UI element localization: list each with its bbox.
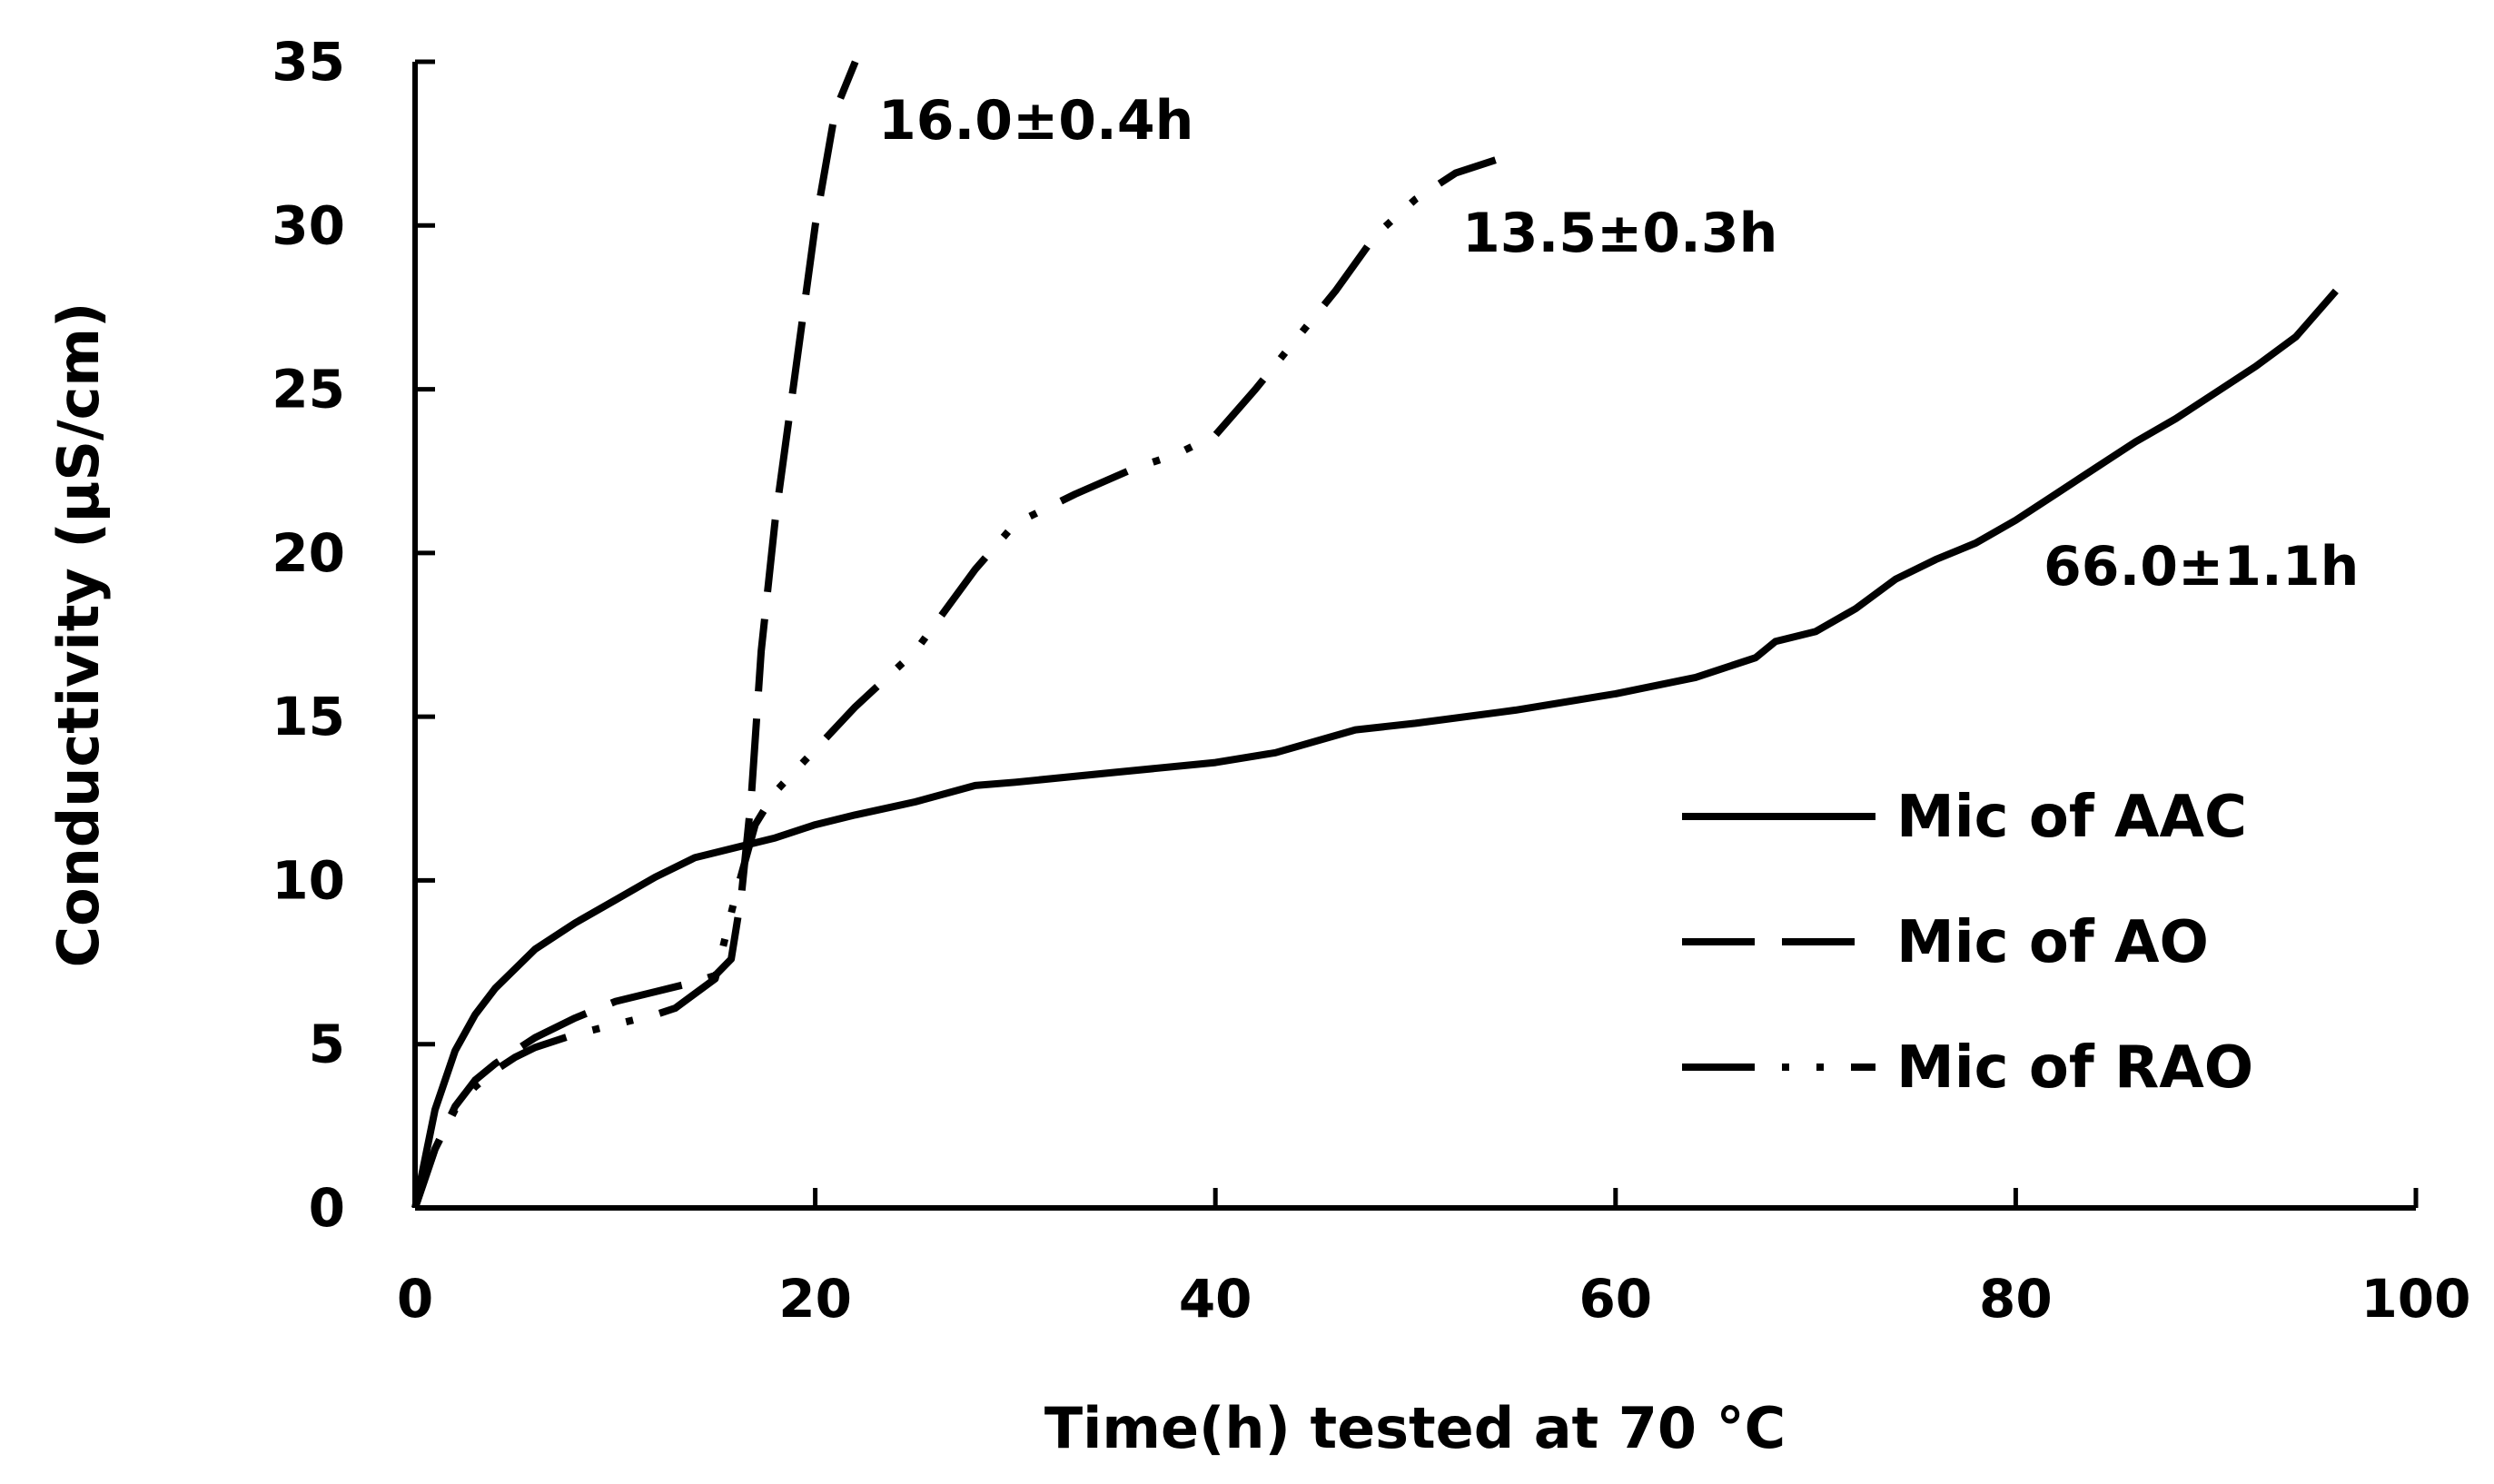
y-tick-label: 25	[272, 359, 345, 420]
series-line-aac	[411, 288, 2339, 1209]
annotation-aac-failure-time: 66.0±1.1h	[2044, 535, 2359, 599]
y-tick-label: 30	[272, 194, 345, 256]
x-tick-label: 40	[1179, 1268, 1252, 1330]
annotation-rao-failure-time: 13.5±0.3h	[1462, 202, 1777, 265]
y-tick-label: 35	[272, 31, 345, 93]
x-tick-label: 0	[397, 1268, 433, 1330]
legend-label-rao: Mic of RAO	[1896, 1034, 2253, 1102]
legend: Mic of AAC Mic of AO Mic of RAO	[1682, 784, 2253, 1102]
y-tick-label: 15	[272, 686, 345, 747]
x-tick-label: 60	[1579, 1268, 1652, 1330]
y-tick-label: 20	[272, 522, 345, 584]
tick-layer: 0 20 40 60 80 100 0 5 10 15 20 25 30 35	[272, 31, 2470, 1330]
y-tick-label: 10	[272, 849, 345, 911]
y-tick-label: 5	[309, 1014, 345, 1075]
x-tick-label: 20	[778, 1268, 852, 1330]
annotation-ao-failure-time: 16.0±0.4h	[878, 89, 1193, 153]
x-tick-label: 80	[1979, 1268, 2053, 1330]
series-line-ao	[411, 60, 859, 1210]
y-tick-label: 0	[309, 1177, 345, 1239]
legend-label-ao: Mic of AO	[1896, 909, 2209, 976]
x-axis-title: Time(h) tested at 70 °C	[1044, 1395, 1786, 1461]
x-tick-label: 100	[2360, 1268, 2470, 1330]
legend-label-aac: Mic of AAC	[1896, 784, 2247, 851]
series-line-rao	[411, 156, 1497, 1210]
y-axis-title: Conductivity (μS/cm)	[45, 302, 112, 968]
series-layer	[411, 60, 2339, 1210]
